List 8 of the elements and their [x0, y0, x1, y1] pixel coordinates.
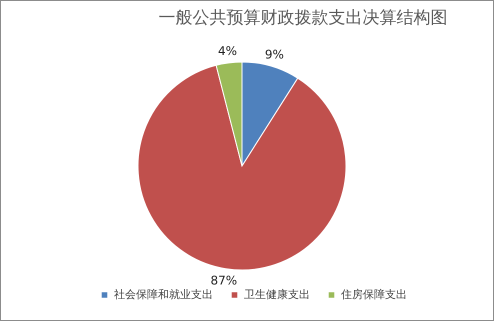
data-label: 9%: [264, 48, 284, 62]
legend-label: 社会保障和就业支出: [114, 288, 213, 301]
legend-label: 住房保障支出: [341, 288, 407, 301]
chart-title: 一般公共预算财政拨款支出决算结构图: [158, 8, 448, 28]
data-label: 4%: [218, 44, 237, 58]
pie-slice: [138, 64, 346, 270]
data-label: 87%: [210, 274, 238, 288]
legend-label: 卫生健康支出: [244, 288, 310, 301]
